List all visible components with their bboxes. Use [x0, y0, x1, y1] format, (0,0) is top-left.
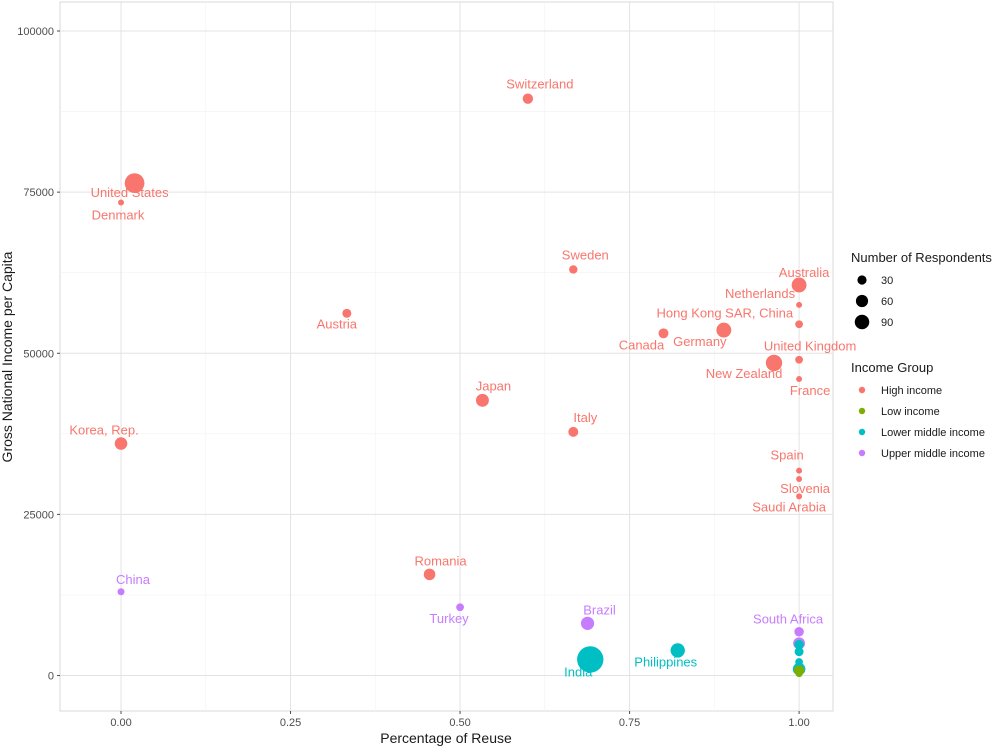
point-label: Austria — [317, 316, 358, 331]
size-legend-key — [854, 314, 870, 330]
point-label: United States — [91, 185, 170, 200]
color-legend-label: Lower middle income — [881, 427, 985, 439]
point — [795, 658, 803, 666]
point — [796, 475, 803, 482]
point-label: Netherlands — [725, 286, 796, 301]
point — [568, 426, 579, 437]
point-label: Romania — [415, 553, 468, 568]
point — [716, 322, 732, 338]
size-legend-keys: 30 60 90 — [854, 275, 893, 330]
point-label: China — [116, 572, 151, 587]
point — [796, 493, 803, 500]
color-legend-key — [858, 449, 866, 457]
y-tick-label: 50000 — [23, 348, 54, 360]
data-points — [114, 93, 807, 678]
point-label: Italy — [573, 410, 597, 425]
size-legend-label: 90 — [881, 317, 893, 329]
y-tick-label: 75000 — [23, 187, 54, 199]
y-axis-title: Gross National Income per Capita — [0, 251, 15, 462]
point — [658, 328, 669, 339]
point — [670, 643, 685, 658]
y-axis-ticks: 0 25000 50000 75000 100000 — [17, 26, 60, 683]
color-legend-key — [858, 386, 866, 394]
point — [765, 354, 783, 372]
point — [580, 616, 595, 630]
point-label: Hong Kong SAR, China — [657, 305, 794, 320]
y-tick-label: 0 — [48, 671, 54, 683]
point-label: Turkey — [429, 611, 469, 626]
color-legend-title: Income Group — [851, 360, 933, 375]
point — [796, 376, 803, 383]
color-legend-keys: High income Low income Lower middle income… — [858, 385, 985, 460]
point — [577, 646, 604, 673]
point-label: India — [564, 664, 593, 679]
point — [569, 265, 578, 274]
size-legend-title: Number of Respondents — [851, 250, 992, 265]
point-label: Japan — [476, 378, 511, 393]
x-tick-label: 0.25 — [280, 717, 301, 729]
point — [795, 355, 803, 364]
point — [796, 467, 803, 474]
point-label: Philippines — [634, 654, 697, 669]
color-legend-label: High income — [881, 385, 942, 397]
point — [342, 308, 352, 318]
point — [794, 626, 804, 637]
point-label: Canada — [619, 337, 665, 352]
color-legend-label: Upper middle income — [881, 448, 985, 460]
y-tick-label: 25000 — [23, 509, 54, 521]
minor-gridlines — [60, 2, 833, 711]
legend: Number of Respondents 30 60 90 Income Grou… — [851, 250, 992, 460]
point-label: Germany — [673, 334, 727, 349]
point — [796, 301, 803, 308]
x-tick-label: 0.00 — [110, 717, 131, 729]
point — [475, 393, 489, 407]
point — [794, 639, 804, 650]
point-label: Slovenia — [780, 481, 831, 496]
point-label: Spain — [770, 448, 803, 463]
point-label: Switzerland — [506, 77, 573, 92]
point-label: France — [790, 383, 830, 398]
point — [118, 199, 125, 206]
x-tick-label: 1.00 — [788, 717, 809, 729]
color-legend-key — [858, 428, 866, 436]
point — [124, 173, 145, 193]
point-label: Brazil — [583, 602, 616, 617]
y-tick-label: 100000 — [17, 26, 54, 38]
point-labels: Switzerland United States Denmark Sweden Aus… — [69, 77, 856, 680]
point — [794, 647, 804, 657]
size-legend-key — [857, 275, 867, 285]
x-tick-label: 0.50 — [449, 717, 470, 729]
point — [795, 670, 803, 678]
point-label: United Kingdom — [764, 339, 857, 354]
x-axis-ticks: 0.00 0.25 0.50 0.75 1.00 — [110, 711, 810, 729]
point-label: New Zealand — [706, 366, 783, 381]
x-tick-label: 0.75 — [619, 717, 640, 729]
point-label: Sweden — [562, 247, 609, 262]
color-legend-label: Low income — [881, 406, 940, 418]
point-label: Denmark — [92, 207, 145, 222]
point — [114, 437, 128, 450]
point — [795, 320, 803, 329]
point-label: Australia — [779, 265, 830, 280]
point-label: Korea, Rep. — [69, 423, 138, 438]
point — [423, 568, 436, 581]
color-legend-key — [858, 407, 866, 415]
size-legend-label: 30 — [881, 275, 893, 287]
x-axis-title: Percentage of Reuse — [380, 730, 512, 746]
point — [791, 277, 807, 293]
point — [456, 603, 464, 612]
point — [522, 93, 534, 104]
point-label: South Africa — [753, 612, 824, 627]
plot-panel — [59, 1, 834, 712]
point-label: Saudi Arabia — [752, 499, 826, 514]
point — [117, 588, 125, 596]
size-legend-key — [855, 294, 869, 308]
size-legend-label: 60 — [881, 296, 893, 308]
